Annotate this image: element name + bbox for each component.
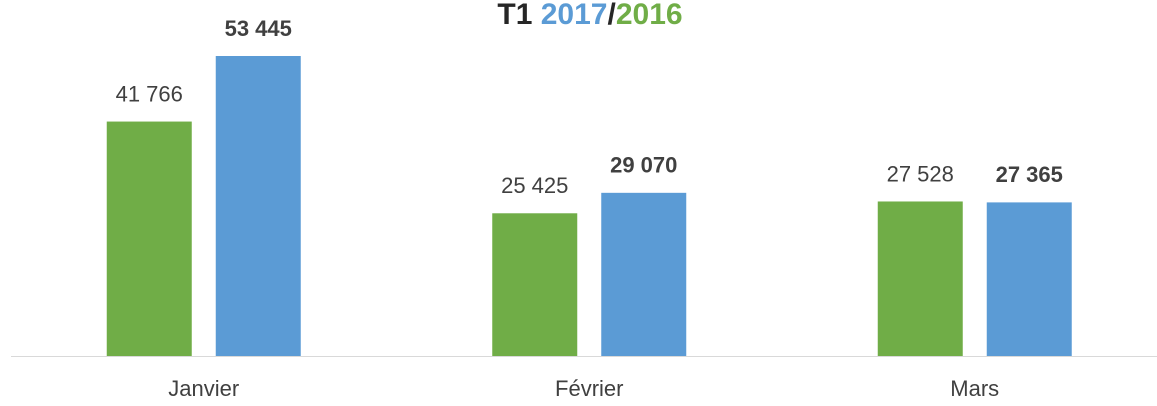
legend-entry: 2016	[616, 0, 683, 31]
title-text: T1	[497, 0, 532, 31]
legend-separator: /	[608, 0, 617, 31]
bar	[601, 192, 687, 356]
chart-title: T1 2017/2016	[497, 0, 682, 31]
data-label: 53 445	[225, 16, 292, 41]
data-label: 27 528	[887, 161, 954, 186]
x-tick-label: Janvier	[168, 376, 239, 401]
bar	[106, 121, 192, 356]
x-tick-label: Mars	[950, 376, 999, 401]
title-space	[532, 0, 540, 31]
bar	[986, 202, 1072, 356]
data-label: 29 070	[610, 153, 677, 178]
data-label: 41 766	[116, 81, 183, 106]
bar	[877, 201, 963, 356]
x-tick-label: Février	[555, 376, 623, 401]
data-label: 25 425	[501, 173, 568, 198]
legend-entry: 2017	[541, 0, 608, 31]
data-label: 27 365	[996, 162, 1063, 187]
bar	[492, 213, 578, 356]
bar	[215, 56, 301, 356]
